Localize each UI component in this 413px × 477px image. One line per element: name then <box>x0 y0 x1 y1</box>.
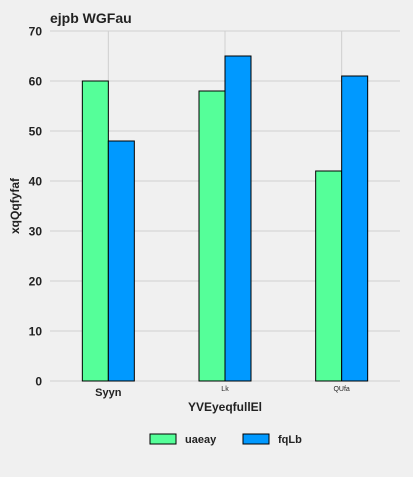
y-tick-label: 50 <box>29 125 43 139</box>
bar-uaeay-Syyn <box>81 80 109 382</box>
x-axis-label: YVEyeqfullEl <box>188 400 262 414</box>
chart-title: ejpb WGFau <box>50 10 132 26</box>
y-tick-label: 10 <box>29 325 43 339</box>
legend-swatch-uaeay <box>149 433 177 445</box>
y-tick-label: 30 <box>29 225 43 239</box>
bar-fqLb-Lk <box>224 55 252 382</box>
y-axis-label: xqQqfyfaf <box>8 177 22 234</box>
x-tick-label: Syyn <box>95 387 122 399</box>
bar-fqLb-Syyn <box>107 140 135 382</box>
legend: uaeay fqLb <box>149 433 302 446</box>
y-tick-label: 40 <box>29 175 43 189</box>
legend-label-fqLb: fqLb <box>278 434 302 446</box>
bar-uaeay-QUfa <box>315 170 343 382</box>
y-tick-label: 60 <box>29 75 43 89</box>
legend-label-uaeay: uaeay <box>185 434 217 446</box>
legend-swatch-fqLb <box>242 433 270 445</box>
y-tick-label: 20 <box>29 275 43 289</box>
y-tick-label: 70 <box>29 25 43 39</box>
y-tick-label: 0 <box>35 375 42 389</box>
x-tick-label: Lk <box>221 386 229 393</box>
x-tick-label: QUfa <box>333 386 349 393</box>
bar-uaeay-Lk <box>198 90 226 382</box>
bar-fqLb-QUfa <box>341 75 369 382</box>
